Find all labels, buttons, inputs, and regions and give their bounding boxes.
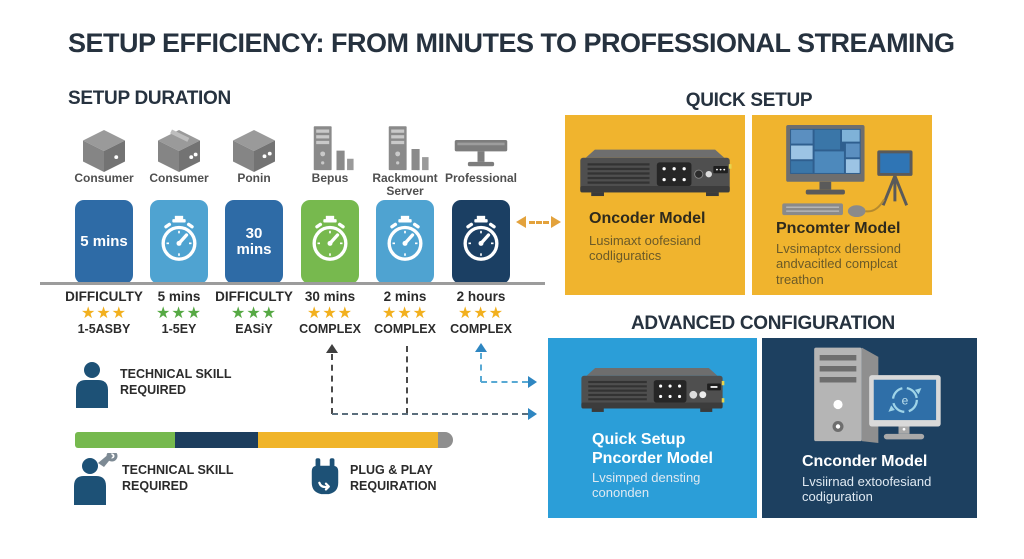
box-icon [72,124,136,174]
panel-title: Pncomter Model [776,220,901,237]
difficulty-label: 1-5ASBY [77,322,131,336]
star-rating: ★★★ [306,305,354,322]
device-label: Bepus [311,171,349,185]
difficulty-label: COMPLEX [374,322,436,336]
difficulty-label: 1-5EY [161,322,197,336]
time-label: DIFFICULTY [65,289,143,304]
difficulty-label: COMPLEX [450,322,512,336]
dashed-line [332,413,528,415]
person-wrench-icon [68,450,118,510]
quick-setup-panel-computer: Pncomter Model Lvsimaptcx derssiond andv… [752,115,932,295]
progress-segment-end [438,432,453,448]
arrow-right-icon [528,408,537,420]
monitor-icon [449,124,513,174]
advanced-configuration-heading: ADVANCED CONFIGURATION [631,313,895,334]
quick-setup-heading: QUICK SETUP [685,90,813,111]
computer-workstation-graphic [758,123,926,224]
time-label: 2 mins [383,289,427,304]
duration-bar: 30 mins [225,200,283,284]
progress-segment-gold [258,432,438,448]
stopwatch-icon [310,215,350,270]
arrow-up-icon [326,344,338,353]
bar-time-label: 5 mins [80,232,128,250]
dashed-line [406,346,408,414]
tower-icon [373,124,437,174]
plug-play-legend: PLUG & PLAY REQUIRATION [350,463,437,494]
stopwatch-icon [159,215,199,270]
star-rating: ★★★ [381,305,429,322]
time-label: 30 mins [304,289,356,304]
difficulty-label: EASiY [235,322,273,336]
technical-skill-note: TECHNICAL SKILL REQUIRED [120,367,232,398]
technical-skill-legend: TECHNICAL SKILL REQUIRED [122,463,234,494]
bar-time-label: 30 mins [236,224,272,258]
star-rating: ★★★ [80,305,128,322]
dashed-line [331,354,333,414]
dashed-line [529,221,549,224]
timeline-axis [40,282,545,285]
advanced-panel-tower: e Cnconder Model Lvsiirnad extoofesiand … [762,338,977,518]
duration-bar: 5 mins [75,200,133,284]
star-rating: ★★★ [230,305,278,322]
duration-bar [376,200,434,284]
device-label: Rackmount Server [372,171,438,199]
panel-title: Oncoder Model [589,210,706,227]
advanced-panel-encoder: Quick Setup Pncorder Model Lvsimped dens… [548,338,757,518]
time-label: 5 mins [157,289,201,304]
person-icon [72,362,112,413]
box-icon [222,124,286,174]
progress-segment-navy [175,432,258,448]
duration-bar [150,200,208,284]
stopwatch-icon [461,215,501,270]
star-rating: ★★★ [155,305,203,322]
svg-text:e: e [902,394,909,408]
device-label: Consumer [74,171,134,185]
box-icon [147,124,211,174]
arrow-up-icon [475,343,487,352]
time-label: DIFFICULTY [215,289,293,304]
arrow-right-icon [551,216,561,228]
dashed-line [481,381,528,383]
panel-body: Lvsiirnad extoofesiand codiguration [802,474,932,505]
time-label: 2 hours [456,289,506,304]
encoder-device-graphic [573,143,737,214]
tower-pc-monitor-graphic: e [788,344,954,459]
arrow-left-icon [516,216,526,228]
progress-segment-green [75,432,175,448]
duration-bar [301,200,359,284]
difficulty-label: COMPLEX [299,322,361,336]
tower-icon [298,124,362,174]
encoder-device-graphic [562,362,742,429]
duration-bar [452,200,510,284]
device-label: Professional [444,171,518,185]
device-label: Ponin [237,171,271,185]
panel-title: Cnconder Model [802,453,928,470]
dashed-line [480,353,482,382]
quick-setup-panel-encoder: Oncoder Model Lusimaxt oofesiand codligu… [565,115,745,295]
device-label: Consumer [149,171,209,185]
page-title: SETUP EFFICIENCY: FROM MINUTES TO PROFES… [68,28,955,58]
arrow-right-icon [528,376,537,388]
stopwatch-icon [385,215,425,270]
panel-body: Lvsimped densting cononden [592,470,701,501]
setup-duration-heading: SETUP DURATION [68,88,231,109]
plug-icon [308,458,342,505]
panel-title: Quick Setup Pncorder Model [592,431,713,468]
panel-body: Lvsimaptcx derssiond andvacitled complca… [776,241,901,287]
star-rating: ★★★ [457,305,505,322]
panel-body: Lusimaxt oofesiand codliguratics [589,233,702,264]
